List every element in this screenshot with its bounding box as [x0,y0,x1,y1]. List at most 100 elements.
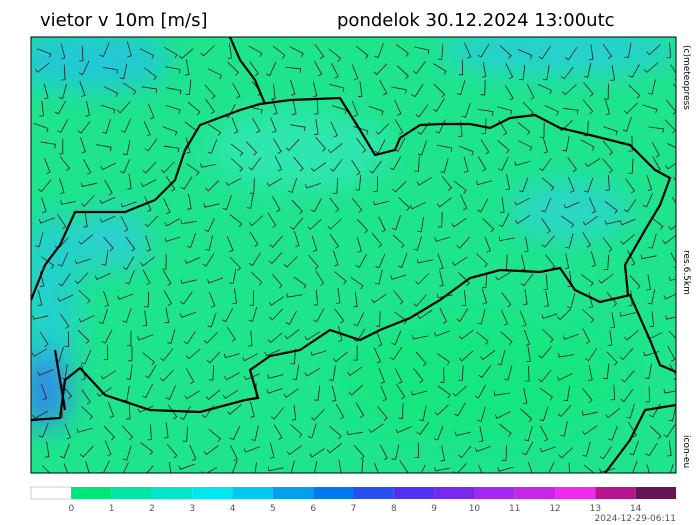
wind-barb [377,406,388,421]
wind-barb [413,235,423,251]
wind-barb [628,422,637,438]
wind-barb [37,179,52,193]
wind-barb [396,384,406,400]
colorbar-label: 3 [189,504,195,514]
colorbar-label: 2 [149,504,155,514]
wind-barb [207,68,222,80]
wind-barb [480,139,490,155]
wind-barb [290,424,303,438]
wind-barb [351,159,361,176]
wind-barb [335,288,341,304]
wind-barb [452,385,467,397]
wind-barb [228,460,238,473]
wind-barb [313,289,319,306]
wind-barb [43,83,49,100]
wind-barb [374,139,386,154]
wind-barb [207,123,222,136]
wind-barb [606,291,618,307]
wind-barb [519,310,527,327]
wind-barb [179,405,191,420]
wind-barb [477,43,490,58]
wind-barb [371,232,383,248]
wind-barb [498,213,510,228]
wind-barb [643,62,659,73]
wind-barb [185,368,195,384]
wind-barb [623,102,638,114]
wind-barb [484,236,491,253]
wind-barb [207,277,224,284]
wind-barb [290,79,296,96]
wind-barb [461,102,471,118]
wind-barb [672,197,676,205]
wind-barb [126,364,133,380]
wind-barb [539,406,549,422]
wind-barb [248,45,263,57]
wind-barb [329,159,343,172]
wind-barb [526,346,531,363]
wind-barb [127,173,132,190]
wind-barb [123,139,131,156]
wind-barb [527,462,533,473]
wind-barb [605,407,621,419]
wind-barb [187,193,192,210]
wind-barb [78,290,91,304]
wind-barb [589,197,597,214]
wind-barb [125,403,131,420]
wind-barb [36,48,52,58]
wind-barb [353,328,366,342]
colorbar-swatch [353,487,394,499]
wind-barb [355,175,362,191]
colorbar-label: 0 [68,504,74,514]
colorbar-swatch [111,487,152,499]
wind-barb [376,330,383,347]
wind-barb [497,106,513,115]
wind-barb [562,107,579,115]
timestamp: 2024-12-29-06:11 [595,514,677,524]
wind-barb [81,406,93,420]
wind-barbs [31,41,676,473]
wind-barb [307,423,317,439]
wind-barb [648,79,656,95]
wind-barb [458,329,474,340]
wind-barb [373,176,378,192]
wind-barb [243,373,260,381]
wind-barb [560,215,575,229]
wind-barb [44,158,51,174]
wind-barb [541,177,555,191]
wind-barb [417,309,433,319]
wind-barb [538,369,552,383]
wind-barb [368,105,384,116]
wind-barb [355,254,367,269]
wind-barb [504,85,514,101]
wind-barb [556,373,573,381]
colorbar-swatch [151,487,193,499]
wind-barb [670,252,676,269]
wind-barb [391,86,407,94]
wind-barb [351,64,359,81]
wind-barb [582,231,591,248]
wind-barb [542,64,550,81]
wind-barb [662,234,676,245]
wind-barb [329,365,336,381]
wind-barb [621,370,635,383]
wind-barb [668,330,676,345]
wind-barb [292,364,300,381]
wind-barb [583,82,594,97]
wind-barb [454,431,471,437]
wind-barb [185,348,201,360]
wind-barb [183,331,196,345]
wind-barb [474,446,491,453]
wind-barb [164,422,169,439]
wind-barb [229,214,243,228]
colorbar-swatch [192,487,233,499]
wind-barb [56,213,67,230]
wind-barb [392,289,404,305]
wind-barb [64,331,70,347]
colorbar-swatch [393,487,435,499]
wind-barb [226,326,236,342]
wind-barb [101,250,109,266]
wind-barb [331,63,339,79]
wind-barb [648,126,664,133]
wind-barb [649,311,655,327]
